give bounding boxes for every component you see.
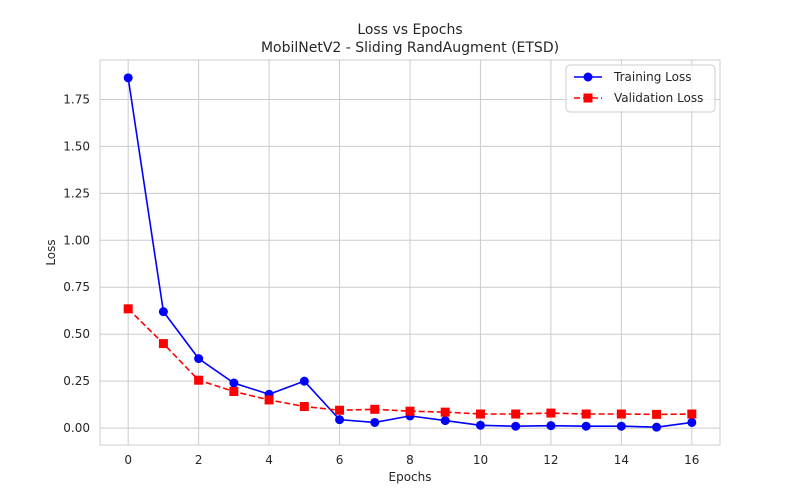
- validation-loss-point: [158, 339, 168, 349]
- y-tick-label: 0.25: [63, 374, 90, 388]
- training-loss-point: [440, 416, 450, 426]
- training-loss-point: [546, 421, 556, 431]
- chart-title: Loss vs Epochs: [357, 22, 462, 38]
- training-loss-point: [616, 421, 626, 431]
- x-tick-label: 8: [406, 453, 414, 467]
- training-loss-point: [652, 422, 662, 432]
- validation-loss-point: [264, 395, 274, 405]
- validation-loss-point: [616, 409, 626, 419]
- y-tick-label: 0.75: [63, 280, 90, 294]
- training-loss-point: [229, 378, 239, 388]
- legend-training-label: Training Loss: [613, 70, 691, 84]
- x-tick-label: 4: [265, 453, 273, 467]
- validation-loss-point: [511, 409, 521, 419]
- validation-loss-point: [335, 405, 345, 415]
- x-tick-label: 16: [684, 453, 699, 467]
- legend-box: [565, 64, 716, 113]
- training-loss-point: [194, 354, 204, 364]
- validation-loss-point: [123, 304, 133, 314]
- x-tick-label: 0: [124, 453, 132, 467]
- x-axis-label: Epochs: [389, 470, 432, 484]
- y-tick-label: 1.25: [63, 186, 90, 200]
- validation-loss-point: [440, 407, 450, 417]
- legend: Training Loss Validation Loss: [565, 64, 716, 113]
- validation-loss-point: [546, 408, 556, 418]
- y-tick-label: 0.50: [63, 327, 90, 341]
- validation-loss-point: [652, 409, 662, 419]
- training-loss-point: [581, 421, 591, 431]
- training-loss-point: [370, 417, 380, 427]
- training-loss-point: [475, 420, 485, 430]
- x-tick-labels: 0 2 4 6 8 10 12 14 16: [124, 453, 699, 467]
- validation-loss-point: [687, 409, 697, 419]
- series-group: [123, 73, 697, 432]
- x-tick-label: 14: [614, 453, 629, 467]
- training-loss-point: [299, 376, 309, 386]
- validation-loss-point: [581, 409, 591, 419]
- chart-subtitle: MobilNetV2 - Sliding RandAugment (ETSD): [261, 40, 559, 56]
- legend-validation-label: Validation Loss: [614, 91, 703, 105]
- x-tick-label: 12: [543, 453, 558, 467]
- training-loss-point: [158, 307, 168, 317]
- legend-training-marker: [583, 72, 593, 82]
- y-axis-label: Loss: [44, 239, 58, 265]
- y-tick-labels: 0.00 0.25 0.50 0.75 1.00 1.25 1.50 1.75: [63, 92, 90, 435]
- validation-loss-point: [475, 409, 485, 419]
- validation-loss-point: [194, 375, 204, 385]
- x-tick-label: 6: [336, 453, 344, 467]
- validation-loss-point: [299, 402, 309, 411]
- plot-frame: [99, 59, 721, 446]
- training-loss-point: [687, 417, 697, 427]
- legend-validation-marker: [583, 93, 593, 103]
- validation-loss-point: [370, 404, 380, 414]
- training-loss-point: [123, 73, 133, 83]
- x-tick-label: 10: [473, 453, 488, 467]
- y-tick-label: 1.00: [63, 233, 90, 247]
- grid-lines: [100, 60, 720, 445]
- training-loss-point: [335, 415, 345, 425]
- y-tick-label: 0.00: [63, 421, 90, 435]
- y-tick-label: 1.75: [63, 92, 90, 106]
- y-tick-label: 1.50: [63, 139, 90, 153]
- training-loss-point: [511, 421, 521, 431]
- x-tick-label: 2: [195, 453, 203, 467]
- validation-loss-point: [229, 386, 239, 396]
- validation-loss-point: [405, 406, 415, 416]
